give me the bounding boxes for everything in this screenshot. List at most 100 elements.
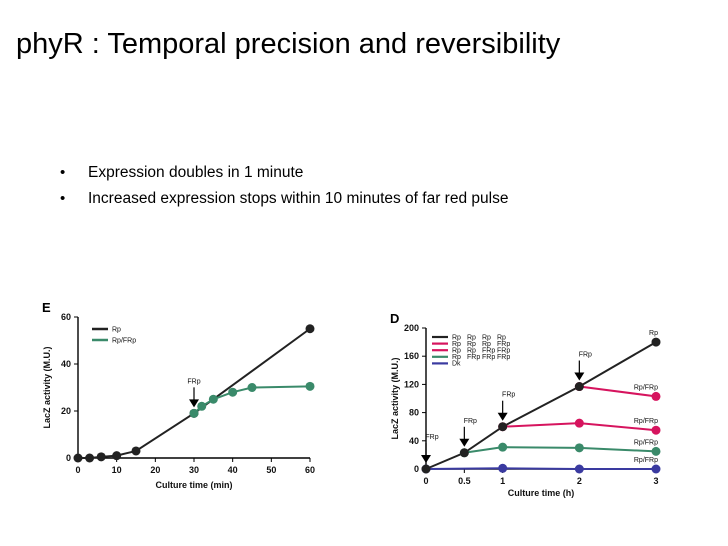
legend-label: Rp — [452, 354, 461, 361]
legend-label: Rp — [112, 327, 121, 334]
bullet-text: Expression doubles in 1 minute — [88, 164, 304, 181]
x-axis-label: Culture time (min) — [155, 480, 232, 490]
data-point — [574, 418, 584, 428]
data-point — [421, 464, 431, 474]
legend-label: FRp — [482, 354, 495, 361]
data-point — [574, 382, 584, 392]
y-tick-label: 0 — [414, 464, 419, 474]
x-tick-label: 60 — [305, 465, 315, 475]
x-axis-label: Culture time (h) — [508, 488, 575, 498]
bullet-text: Increased expression stops within 10 min… — [88, 190, 509, 207]
annotation-label: FRp — [502, 392, 515, 399]
panel-label: E — [42, 300, 51, 315]
y-tick-label: 40 — [409, 436, 419, 446]
annotation-label: FRp — [425, 434, 438, 441]
bullet-item: • Expression doubles in 1 minute — [60, 160, 508, 186]
data-point — [208, 394, 218, 404]
arrow-head — [574, 372, 585, 381]
arrow-head — [421, 455, 431, 463]
data-point — [651, 391, 661, 401]
y-tick-label: 0 — [66, 453, 71, 463]
bullet-icon: • — [60, 190, 66, 207]
series-end-label: Rp/FRp — [634, 418, 658, 425]
data-point — [112, 451, 122, 461]
x-tick-label: 0.5 — [458, 476, 471, 486]
legend-label: Dk — [452, 361, 461, 368]
series-end-label: Rp/FRp — [634, 384, 658, 391]
data-point — [651, 337, 661, 347]
legend-label: Rp — [467, 334, 476, 341]
data-point — [651, 425, 661, 435]
legend-label: Rp/FRp — [112, 338, 136, 345]
data-point — [73, 453, 83, 463]
y-axis-label: LacZ activity (M.U.) — [390, 357, 400, 439]
chart-e: E 0 20 40 60 0 10 20 30 40 50 60 Culture time (min) L… — [42, 300, 315, 490]
legend-label: FRp — [497, 354, 510, 361]
legend-label: Rp — [452, 334, 461, 341]
data-point — [85, 453, 95, 463]
data-point — [247, 383, 257, 392]
data-point — [651, 464, 661, 474]
series-end-label: Rp/FRp — [634, 439, 658, 446]
data-point — [498, 422, 508, 432]
data-point — [498, 442, 508, 452]
data-point — [305, 324, 315, 334]
legend-label: FRp — [497, 341, 510, 348]
data-point — [189, 408, 199, 418]
data-point — [574, 443, 584, 453]
series-end-label: Rp/FRp — [634, 457, 658, 464]
bullet-list: • Expression doubles in 1 minute • Incre… — [60, 160, 508, 212]
x-tick-label: 30 — [189, 465, 199, 475]
slide-title: phyR : Temporal precision and reversibil… — [16, 28, 561, 60]
x-tick-label: 40 — [228, 465, 238, 475]
data-point — [96, 452, 106, 462]
data-point — [305, 381, 315, 391]
legend-label: FRp — [467, 354, 480, 361]
arrow-head — [189, 399, 199, 408]
data-point — [459, 448, 469, 458]
x-tick-label: 3 — [653, 476, 658, 486]
panel-label: D — [390, 311, 399, 326]
y-axis-label: LacZ activity (M.U.) — [42, 346, 52, 428]
x-tick-label: 50 — [266, 465, 276, 475]
legend-label: FRp — [482, 348, 495, 355]
legend-label: Rp — [467, 348, 476, 355]
y-tick-label: 20 — [61, 406, 71, 416]
legend-label: FRp — [497, 348, 510, 355]
data-point — [197, 401, 207, 411]
x-tick-label: 0 — [75, 465, 80, 475]
x-tick-label: 2 — [577, 476, 582, 486]
series-line — [464, 446, 657, 454]
data-point — [228, 387, 238, 397]
series-end-label: Rp — [649, 330, 658, 337]
data-point — [131, 446, 141, 456]
arrow-head — [497, 412, 508, 421]
data-point — [498, 463, 508, 473]
data-point — [651, 446, 661, 456]
x-tick-label: 0 — [423, 476, 428, 486]
legend-label: Rp — [467, 341, 476, 348]
y-tick-label: 40 — [61, 359, 71, 369]
bullet-item: • Increased expression stops within 10 m… — [60, 186, 508, 212]
annotation-label: FRp — [187, 378, 200, 385]
y-tick-label: 80 — [409, 408, 419, 418]
legend-label: Rp — [452, 341, 461, 348]
arrow-head — [459, 438, 470, 447]
legend-label: Rp — [482, 341, 491, 348]
x-tick-label: 10 — [112, 465, 122, 475]
annotation-label: FRp — [464, 418, 477, 425]
legend-label: Rp — [497, 334, 506, 341]
data-point — [574, 464, 584, 474]
y-tick-label: 160 — [404, 351, 419, 361]
legend-label: Rp — [482, 334, 491, 341]
annotation-label: FRp — [579, 352, 592, 359]
x-tick-label: 1 — [500, 476, 505, 486]
chart-d: D 0 40 80 120 160 200 0 0.5 1 2 3 Culture time (h) La… — [390, 311, 661, 498]
legend-label: Rp — [452, 348, 461, 355]
y-tick-label: 60 — [61, 312, 71, 322]
y-tick-label: 120 — [404, 379, 419, 389]
series-line — [425, 467, 656, 470]
y-tick-label: 200 — [404, 323, 419, 333]
bullet-icon: • — [60, 164, 66, 181]
x-tick-label: 20 — [150, 465, 160, 475]
